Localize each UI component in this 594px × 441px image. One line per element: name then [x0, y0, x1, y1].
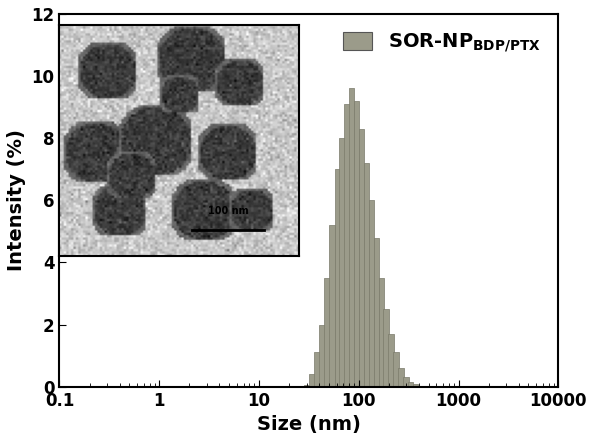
Legend: SOR-NP$_{\mathbf{BDP/PTX}}$: SOR-NP$_{\mathbf{BDP/PTX}}$: [336, 24, 549, 62]
X-axis label: Size (nm): Size (nm): [257, 415, 361, 434]
Y-axis label: Intensity (%): Intensity (%): [7, 129, 26, 271]
